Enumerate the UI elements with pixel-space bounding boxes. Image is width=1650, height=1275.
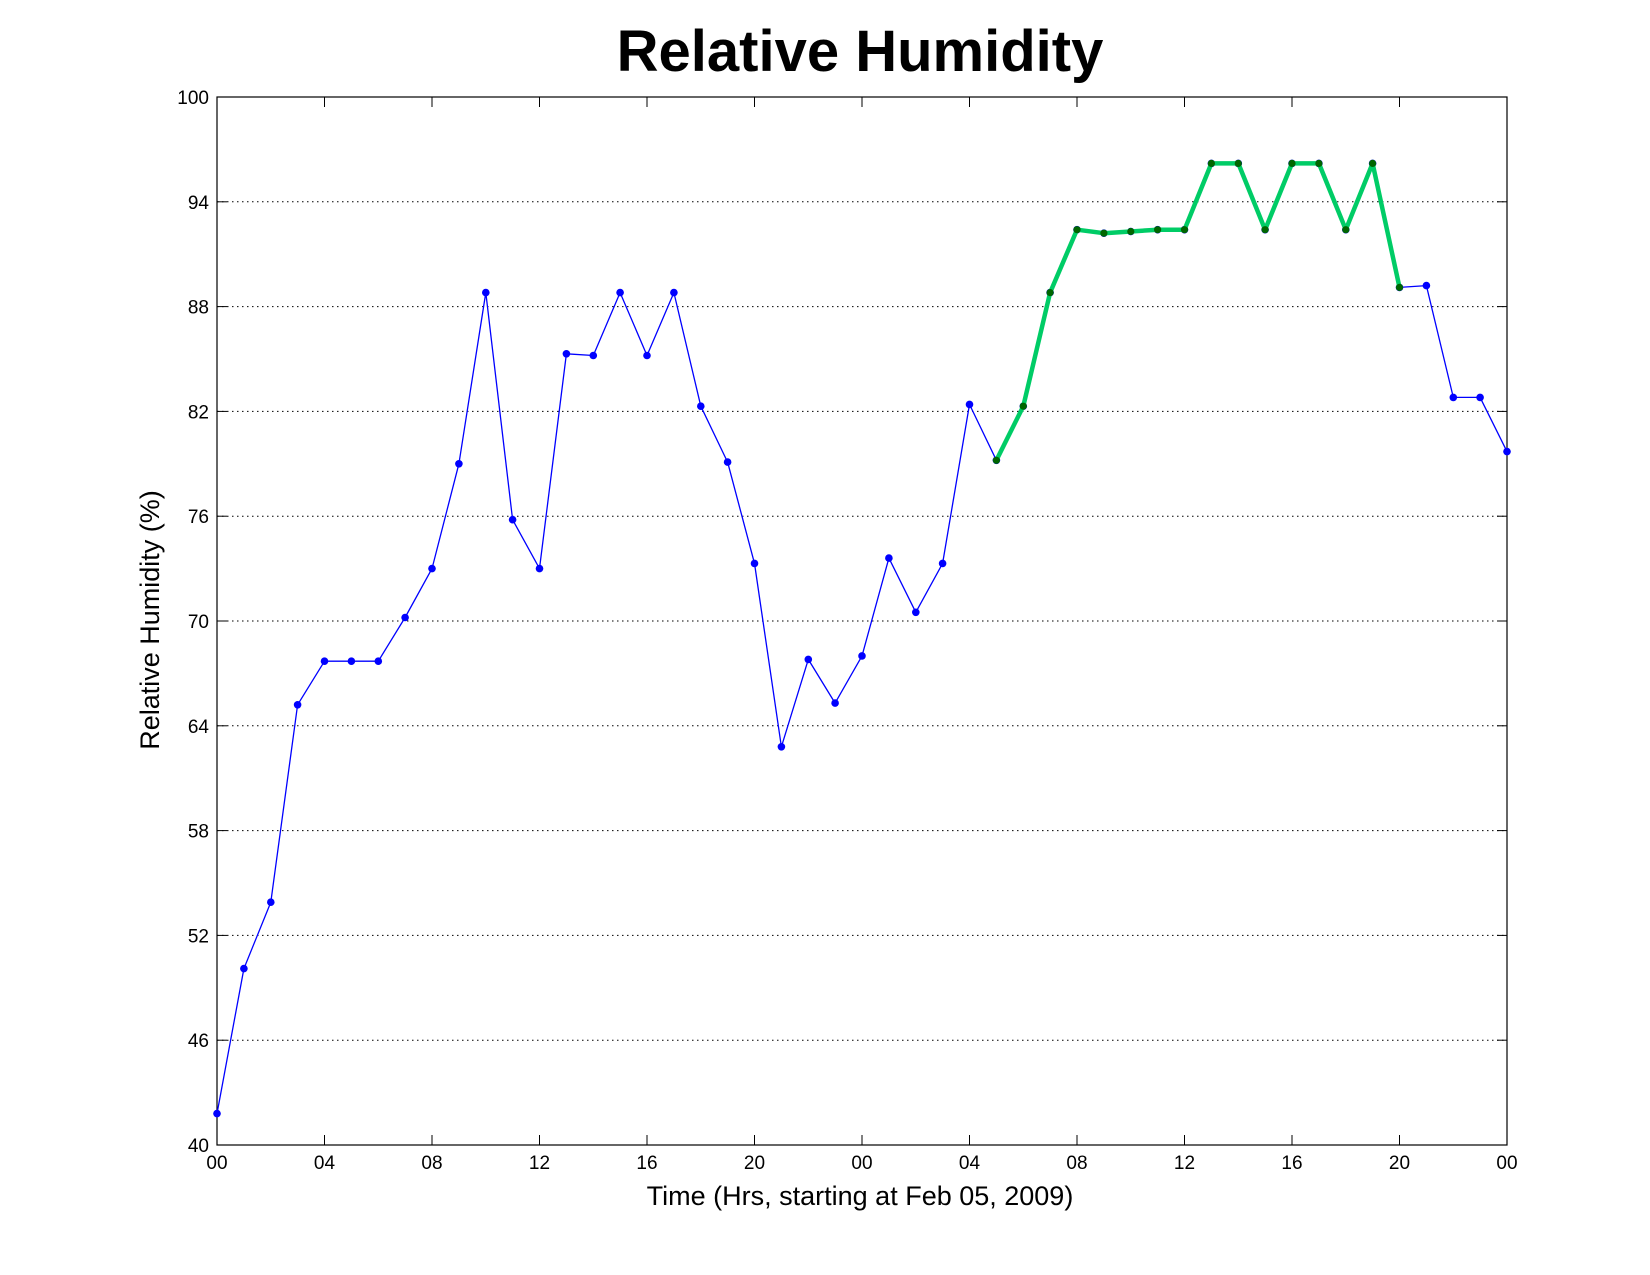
x-tick-label: 16: [636, 1153, 657, 1174]
x-tick-label: 08: [1066, 1153, 1087, 1174]
data-point: [1019, 402, 1027, 410]
data-point: [697, 402, 705, 411]
data-point: [508, 515, 517, 524]
x-tick-label: 00: [1496, 1153, 1517, 1174]
y-axis-label: Relative Humidity (%): [135, 490, 165, 750]
y-tick-label: 58: [188, 822, 209, 843]
data-point: [320, 657, 329, 665]
data-point: [804, 655, 813, 664]
x-axis-label: Time (Hrs, starting at Feb 05, 2009): [647, 1181, 1074, 1211]
data-point: [938, 559, 947, 568]
data-series: [213, 159, 1511, 1118]
data-point: [723, 458, 732, 466]
x-tick-label: 00: [206, 1153, 227, 1174]
data-point: [1234, 159, 1242, 167]
series-line: [994, 161, 1402, 462]
data-point: [1476, 393, 1484, 402]
data-point: [858, 652, 866, 660]
data-point: [1369, 159, 1377, 167]
y-tick-label: 82: [188, 402, 209, 423]
data-point: [267, 898, 275, 906]
y-tick-label: 64: [188, 717, 210, 738]
chart-title: Relative Humidity: [617, 19, 1104, 84]
data-point: [643, 351, 651, 360]
x-tick-label: 08: [421, 1153, 442, 1174]
y-tick-label: 76: [188, 507, 209, 528]
data-point: [1503, 447, 1511, 456]
data-point: [777, 743, 786, 751]
series-0: [213, 159, 1511, 1118]
data-point: [1315, 159, 1323, 167]
data-point: [1073, 226, 1081, 234]
data-point: [401, 613, 409, 622]
data-point: [831, 699, 839, 707]
data-point: [562, 350, 571, 358]
x-tick-label: 12: [529, 1153, 550, 1174]
data-point: [1100, 229, 1108, 237]
data-point: [455, 460, 463, 468]
data-point: [1342, 226, 1350, 234]
data-point: [750, 559, 759, 568]
data-point: [670, 288, 678, 297]
data-point: [885, 554, 893, 562]
data-point: [482, 288, 490, 297]
data-point: [616, 288, 624, 297]
y-tick-label: 88: [188, 298, 209, 319]
y-tick-label: 46: [188, 1031, 209, 1052]
data-point: [213, 1109, 221, 1118]
data-point: [1449, 393, 1458, 402]
y-tick-label: 40: [188, 1136, 209, 1157]
x-tick-label: 04: [314, 1153, 336, 1174]
y-tick-label: 94: [188, 193, 210, 214]
series-line: [216, 162, 1508, 1114]
data-point: [428, 564, 436, 573]
data-point: [1207, 159, 1215, 167]
x-tick-label: 12: [1174, 1153, 1195, 1174]
y-tick-label: 52: [188, 926, 209, 947]
x-tick-label: 00: [851, 1153, 872, 1174]
data-point: [293, 701, 302, 709]
data-point: [1180, 226, 1189, 234]
x-tick-label: 20: [744, 1153, 765, 1174]
data-point: [1422, 281, 1431, 290]
x-tick-label: 04: [959, 1153, 981, 1174]
data-point: [1261, 226, 1269, 234]
x-tick-label: 16: [1281, 1153, 1302, 1174]
data-point: [1395, 283, 1404, 291]
data-point: [912, 608, 920, 617]
data-point: [965, 400, 974, 409]
data-point: [1154, 226, 1162, 234]
grid-lines: [217, 201, 1507, 1041]
y-tick-label: 100: [177, 88, 209, 109]
data-point: [1288, 159, 1296, 167]
series-1: [992, 159, 1404, 464]
x-tick-label: 20: [1389, 1153, 1410, 1174]
data-point: [240, 964, 248, 973]
data-point: [992, 456, 1001, 464]
data-point: [374, 657, 383, 665]
data-point: [347, 657, 356, 665]
axis-ticks: 40 46 52 58 64 70 76 82 88 94 100 00 04 08 12 16 20 00 04 0…: [177, 88, 1517, 1174]
data-point: [1046, 289, 1054, 297]
data-point: [535, 564, 544, 573]
data-point: [589, 351, 598, 360]
data-point: [1127, 227, 1135, 236]
y-tick-label: 70: [188, 612, 209, 633]
